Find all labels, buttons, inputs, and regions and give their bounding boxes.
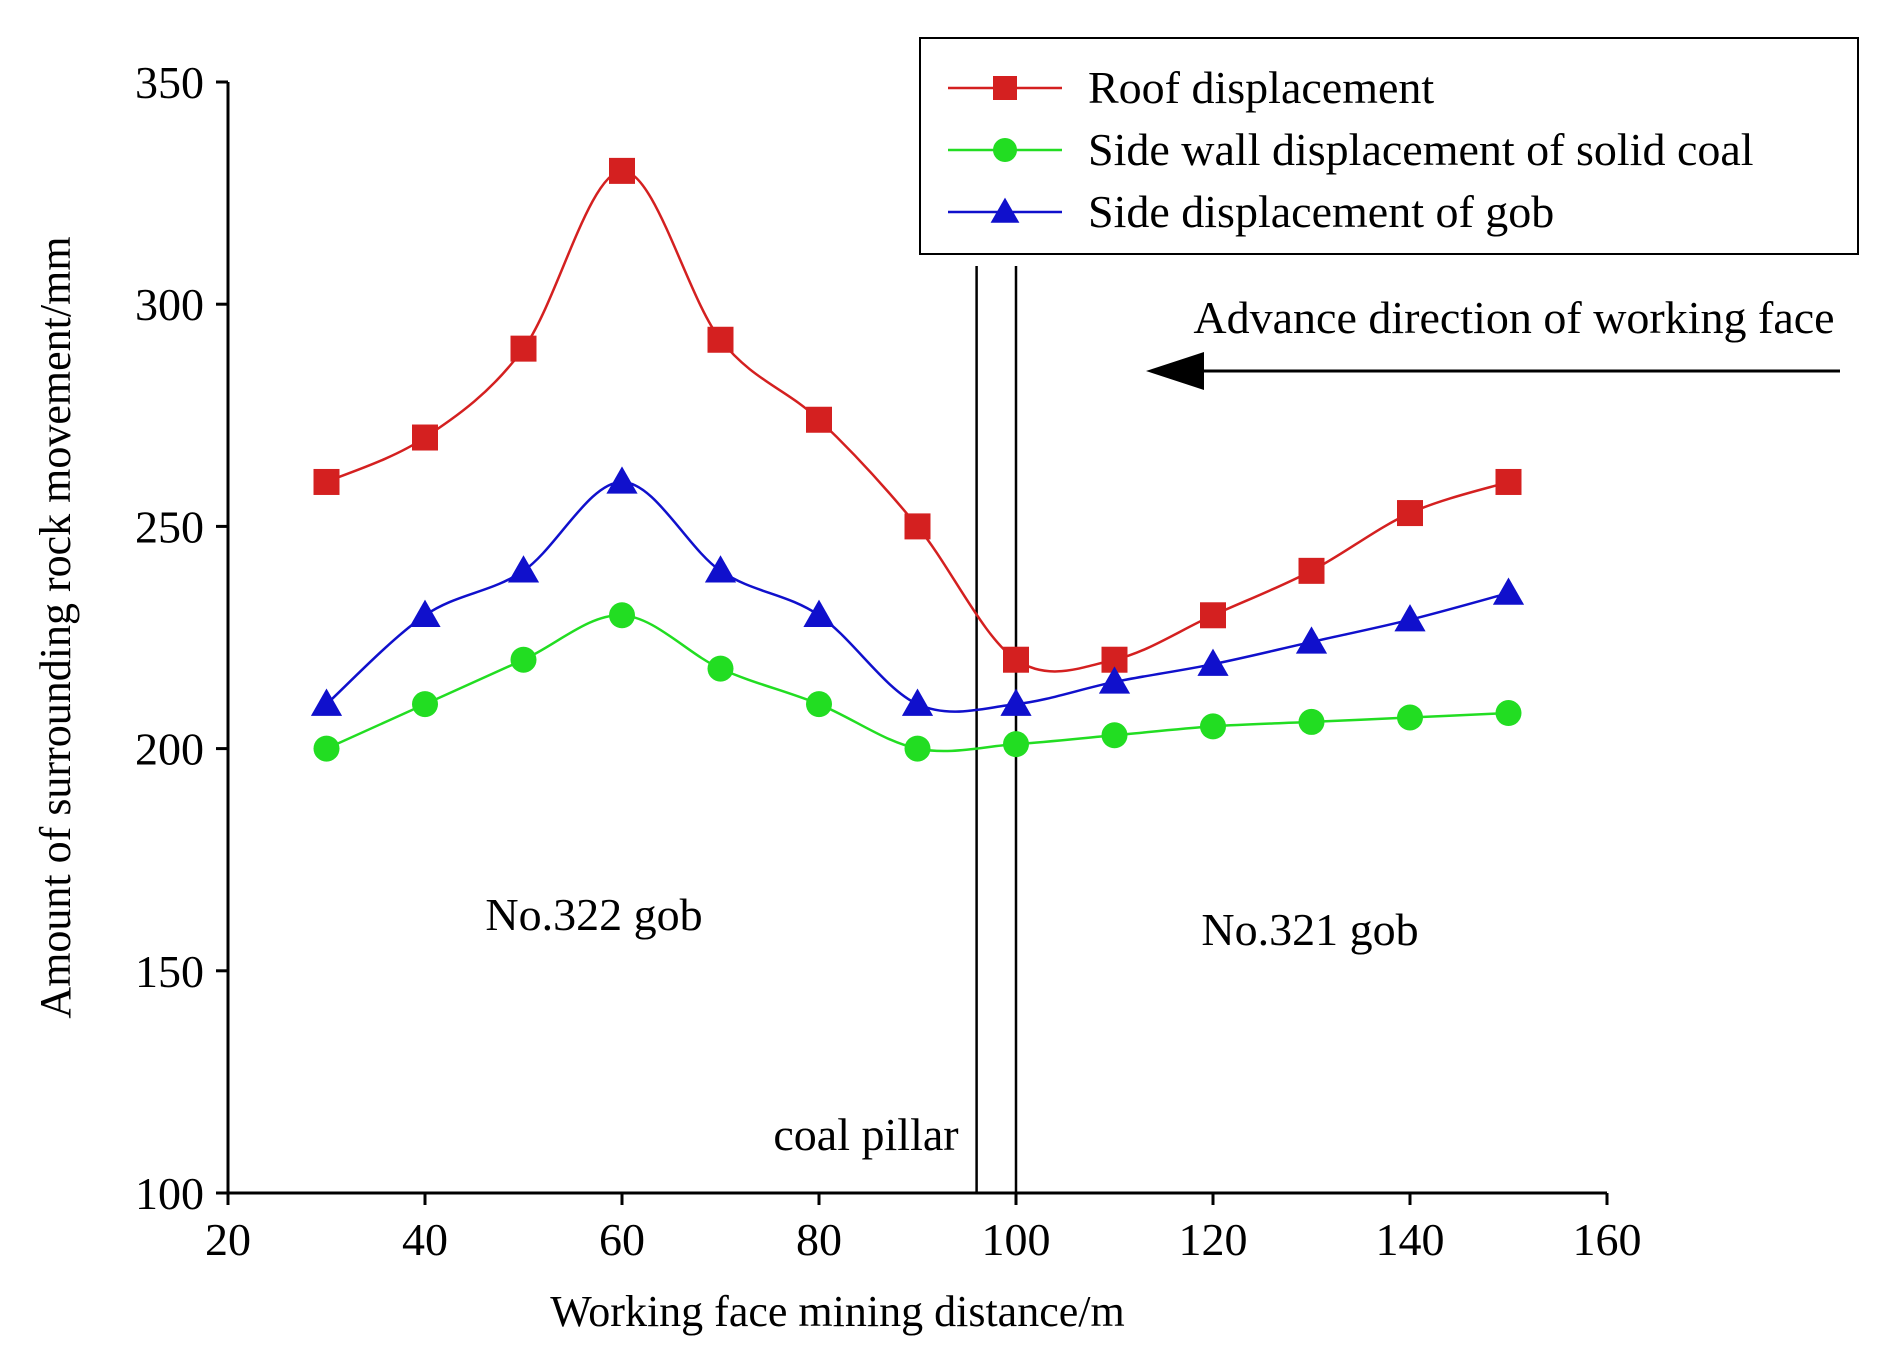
y-tick-label: 150 bbox=[135, 946, 204, 997]
y-tick-label: 300 bbox=[135, 279, 204, 330]
coal-pillar-label: coal pillar bbox=[773, 1109, 958, 1160]
series-2-point bbox=[1003, 731, 1029, 758]
series-3-point bbox=[1492, 577, 1525, 605]
series-2-point bbox=[1101, 722, 1128, 749]
series-2-point bbox=[707, 655, 734, 682]
x-tick-label: 100 bbox=[982, 1214, 1051, 1265]
series-1-point bbox=[707, 326, 734, 353]
x-axis-title: Working face mining distance/m bbox=[550, 1287, 1124, 1336]
series-1-point bbox=[904, 513, 931, 540]
y-tick-label: 350 bbox=[135, 57, 204, 108]
x-tick-label: 60 bbox=[599, 1214, 645, 1265]
plot-area bbox=[310, 157, 1525, 1193]
x-tick-label: 120 bbox=[1179, 1214, 1248, 1265]
series-2-point bbox=[1397, 704, 1423, 731]
y-tick-label: 200 bbox=[135, 724, 204, 775]
series-3-point bbox=[409, 599, 441, 627]
series-1-point bbox=[1200, 602, 1226, 629]
series-3-point bbox=[803, 599, 835, 627]
legend-label-2: Side wall displacement of solid coal bbox=[1088, 124, 1754, 175]
series-2-point bbox=[806, 691, 832, 718]
series-2-point bbox=[609, 602, 635, 629]
legend-marker-1 bbox=[993, 76, 1017, 100]
series-2-point bbox=[1200, 713, 1226, 740]
series-1-point bbox=[609, 157, 635, 184]
series-3-point bbox=[901, 688, 934, 716]
legend-box bbox=[919, 37, 1859, 255]
series-3-point bbox=[1295, 626, 1328, 654]
series-2-point bbox=[510, 646, 537, 673]
series-2-point bbox=[412, 691, 438, 718]
series-line-2 bbox=[325, 614, 1509, 753]
legend: Roof displacement Side wall displacement … bbox=[919, 37, 1859, 255]
x-tick-label: 80 bbox=[796, 1214, 842, 1265]
series-1-point bbox=[412, 424, 438, 451]
series-3-point bbox=[507, 555, 540, 583]
advance-direction-label: Advance direction of working face bbox=[1193, 292, 1834, 343]
axes: 20 40 60 80 100 120 140 160 100 150 200 250 300 350 Wo… bbox=[31, 57, 1642, 1336]
legend-marker-3 bbox=[990, 197, 1020, 223]
series-3-point bbox=[1000, 688, 1032, 716]
series-1-point bbox=[1397, 500, 1423, 527]
y-axis-title: Amount of surrounding rock movement/mm bbox=[31, 236, 80, 1018]
series-2-point bbox=[313, 735, 340, 762]
series-2-point bbox=[1298, 708, 1325, 735]
y-tick-label: 250 bbox=[135, 501, 204, 552]
right-region-label: No.321 gob bbox=[1201, 904, 1418, 955]
series-3-point bbox=[1098, 666, 1131, 694]
series-3-point bbox=[704, 555, 737, 583]
x-tick-label: 20 bbox=[205, 1214, 251, 1265]
series-3-point bbox=[606, 466, 638, 494]
x-tick-label: 40 bbox=[402, 1214, 448, 1265]
x-tick-label: 160 bbox=[1573, 1214, 1642, 1265]
legend-marker-2 bbox=[993, 138, 1017, 162]
series-3-point bbox=[1197, 648, 1229, 676]
series-2-point bbox=[1495, 700, 1522, 727]
series-1-point bbox=[510, 335, 537, 362]
y-tick-label: 100 bbox=[135, 1168, 204, 1219]
series-3-point bbox=[310, 688, 343, 716]
series-1-point bbox=[313, 468, 340, 495]
series-3-point bbox=[1394, 604, 1426, 632]
x-tick-label: 140 bbox=[1376, 1214, 1445, 1265]
advance-direction-arrowhead bbox=[1146, 352, 1204, 390]
legend-label-1: Roof displacement bbox=[1088, 62, 1434, 113]
series-2-point bbox=[904, 735, 931, 762]
series-1-point bbox=[1003, 646, 1029, 673]
series-1-point bbox=[1298, 557, 1325, 584]
series-1-point bbox=[1495, 468, 1522, 495]
series-1-point bbox=[806, 406, 832, 433]
legend-label-3: Side displacement of gob bbox=[1088, 186, 1554, 237]
left-region-label: No.322 gob bbox=[485, 889, 702, 940]
annotations: No.322 gob No.321 gob coal pillar Advanc… bbox=[485, 292, 1840, 1160]
